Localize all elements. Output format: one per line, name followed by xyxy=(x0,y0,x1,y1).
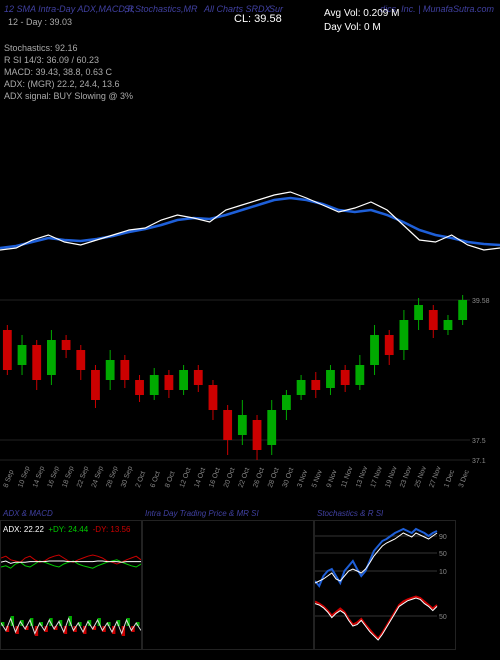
avg-volume: Avg Vol: 0.209 M xyxy=(324,8,399,19)
svg-text:8 Sep: 8 Sep xyxy=(3,469,16,489)
stoch-rsi-svg: 90 50 10 50 xyxy=(315,521,455,649)
svg-text:37.5: 37.5 xyxy=(472,438,486,445)
day-indicator: 12 - Day : 39.03 xyxy=(8,17,72,27)
day-volume: Day Vol: 0 M xyxy=(324,22,381,33)
svg-text:50: 50 xyxy=(439,614,447,621)
svg-text:8 Oct: 8 Oct xyxy=(164,471,176,489)
adx-macd-panel: ADX & MACD ADX: 22.22 +DY: 24.44 -DY: 13… xyxy=(0,520,142,650)
stochastics-rsi-panel: Stochastics & R SI 90501050 xyxy=(314,520,456,650)
svg-text:2 Oct: 2 Oct xyxy=(135,471,147,489)
svg-text:18 Sep: 18 Sep xyxy=(61,465,75,488)
sma-line-chart xyxy=(0,100,500,260)
svg-text:17 Nov: 17 Nov xyxy=(370,465,384,489)
svg-text:19 Nov: 19 Nov xyxy=(385,465,399,489)
svg-text:20 Oct: 20 Oct xyxy=(223,467,237,489)
svg-text:39.58: 39.58 xyxy=(472,298,490,305)
bottom-panel-row: ADX & MACD ADX: 22.22 +DY: 24.44 -DY: 13… xyxy=(0,520,500,660)
svg-text:9 Nov: 9 Nov xyxy=(326,469,339,489)
adx-values-text: ADX: 22.22 +DY: 24.44 -DY: 13.56 xyxy=(3,525,143,534)
svg-text:37.1: 37.1 xyxy=(472,458,486,465)
svg-text:30 Sep: 30 Sep xyxy=(120,465,134,488)
close-price: CL: 39.58 xyxy=(234,13,282,25)
header-mid1: SI,Stochastics,MR xyxy=(124,4,198,14)
svg-text:90: 90 xyxy=(439,534,447,541)
svg-text:14 Oct: 14 Oct xyxy=(194,467,208,489)
svg-text:16 Sep: 16 Sep xyxy=(47,465,61,488)
svg-text:22 Sep: 22 Sep xyxy=(76,465,90,488)
panel2-title: Intra Day Trading Price & MR SI xyxy=(145,509,259,518)
svg-text:12 Oct: 12 Oct xyxy=(179,467,193,489)
candlestick-chart: 39.58 37.5 37.1 8 Sep10 Sep14 Sep16 Sep18 S… xyxy=(0,280,500,490)
svg-text:26 Oct: 26 Oct xyxy=(252,467,266,489)
stat-macd: MACD: 39.43, 38.8, 0.63 C xyxy=(4,66,133,78)
panel3-title: Stochastics & R SI xyxy=(317,509,383,518)
header-left: 12 SMA Intra-Day ADX,MACD,R xyxy=(4,4,134,14)
svg-text:10: 10 xyxy=(439,569,447,576)
svg-text:30 Oct: 30 Oct xyxy=(282,467,296,489)
svg-text:6 Oct: 6 Oct xyxy=(150,471,162,489)
svg-text:22 Oct: 22 Oct xyxy=(238,467,252,489)
svg-text:24 Sep: 24 Sep xyxy=(91,465,105,488)
svg-text:3 Nov: 3 Nov xyxy=(296,469,309,489)
svg-text:13 Nov: 13 Nov xyxy=(355,465,369,489)
svg-text:10 Sep: 10 Sep xyxy=(17,465,31,488)
svg-text:3 Dec: 3 Dec xyxy=(458,469,471,489)
svg-text:14 Sep: 14 Sep xyxy=(32,465,46,488)
svg-text:5 Nov: 5 Nov xyxy=(311,469,324,489)
adx-macd-svg xyxy=(1,521,141,649)
svg-text:25 Nov: 25 Nov xyxy=(414,465,428,489)
panel1-title: ADX & MACD xyxy=(3,509,53,518)
svg-text:23 Nov: 23 Nov xyxy=(399,465,413,489)
stat-stochastics: Stochastics: 92.16 xyxy=(4,42,133,54)
svg-text:11 Nov: 11 Nov xyxy=(340,465,354,488)
svg-text:50: 50 xyxy=(439,551,447,558)
stat-adx: ADX: (MGR) 22.2, 24.4, 13.6 xyxy=(4,78,133,90)
intraday-panel: Intra Day Trading Price & MR SI xyxy=(142,520,314,650)
svg-text:28 Sep: 28 Sep xyxy=(105,465,119,488)
svg-text:1 Dec: 1 Dec xyxy=(443,469,456,489)
svg-text:28 Oct: 28 Oct xyxy=(267,467,281,489)
svg-text:16 Oct: 16 Oct xyxy=(208,467,222,489)
stat-rsi: R SI 14/3: 36.09 / 60.23 xyxy=(4,54,133,66)
chart-header: 12 SMA Intra-Day ADX,MACD,R SI,Stochasti… xyxy=(4,4,496,40)
svg-text:27 Nov: 27 Nov xyxy=(429,465,443,489)
stats-block: Stochastics: 92.16 R SI 14/3: 36.09 / 60… xyxy=(4,42,133,102)
